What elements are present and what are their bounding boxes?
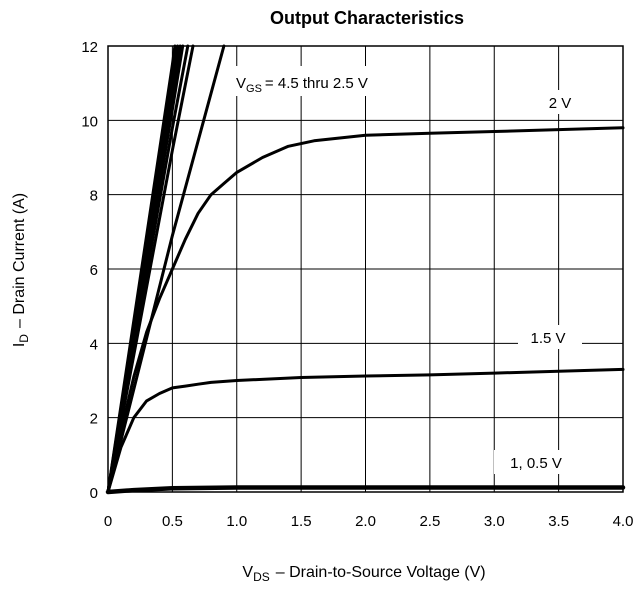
label-1p5v: 1.5 V xyxy=(530,330,565,347)
plot-area-border xyxy=(107,45,624,493)
grid xyxy=(108,46,623,492)
x-tick-label: 1.5 xyxy=(291,513,312,530)
x-tick-label: 0.5 xyxy=(162,513,183,530)
tick-labels: 0 0.5 1.0 1.5 2.0 2.5 3.0 3.5 4.0 0 2 4 6 8 10 12 xyxy=(81,39,633,530)
x-tick-label: 2.5 xyxy=(419,513,440,530)
vgs-label-bg xyxy=(230,66,428,96)
x-tick-label: 3.5 xyxy=(548,513,569,530)
label-2v-bg xyxy=(536,90,580,114)
x-tick-label: 1.0 xyxy=(226,513,247,530)
x-axis-label: VDS – Drain-to-Source Voltage (V) xyxy=(242,564,485,584)
label-2v: 2 V xyxy=(549,95,572,112)
series-line-8 xyxy=(106,367,625,494)
series-line-5 xyxy=(106,44,195,494)
label-1v-bg xyxy=(494,450,578,474)
y-tick-label: 10 xyxy=(81,113,98,130)
y-tick-label: 6 xyxy=(90,262,98,279)
x-tick-label: 0 xyxy=(104,513,112,530)
data-series xyxy=(105,44,626,495)
series-line-6 xyxy=(106,44,226,494)
label-1p5v-bg xyxy=(518,325,582,349)
chart-title: Output Characteristics xyxy=(270,8,464,28)
series-line-9 xyxy=(105,485,626,495)
y-tick-label: 2 xyxy=(90,411,98,428)
series-line-7 xyxy=(106,126,625,494)
y-tick-label: 8 xyxy=(90,188,98,205)
x-tick-label: 4.0 xyxy=(613,513,634,530)
label-1v: 1, 0.5 V xyxy=(510,455,562,472)
x-tick-label: 3.0 xyxy=(484,513,505,530)
vgs-label: VGS = 4.5 thru 2.5 V xyxy=(236,75,368,95)
y-tick-label: 12 xyxy=(81,39,98,56)
y-tick-label: 4 xyxy=(90,336,98,353)
y-tick-label: 0 xyxy=(90,485,98,502)
y-axis-label: ID– Drain Current (A) xyxy=(11,193,31,347)
x-tick-label: 2.0 xyxy=(355,513,376,530)
